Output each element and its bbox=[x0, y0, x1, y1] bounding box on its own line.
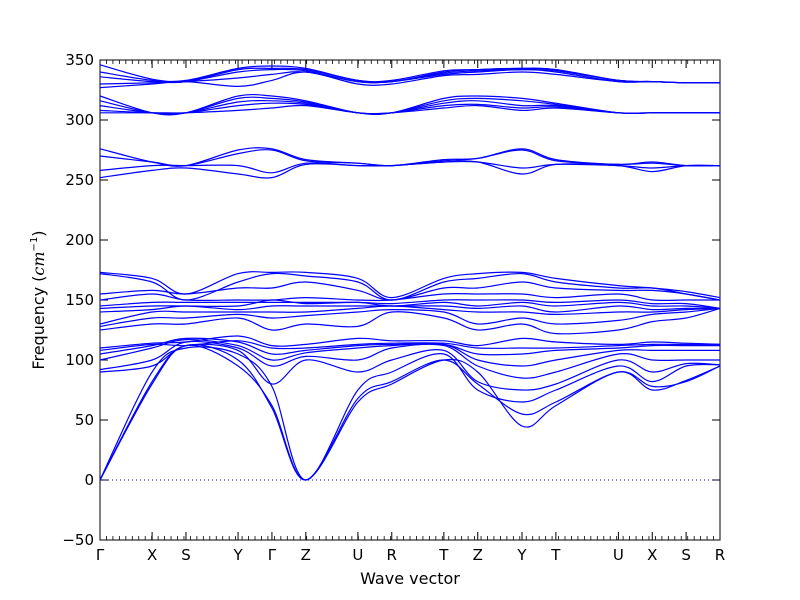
x-tick-label-kpoint: T bbox=[550, 546, 561, 564]
x-tick-label-kpoint: R bbox=[715, 546, 725, 564]
band-line-22 bbox=[99, 149, 721, 167]
band-line-10 bbox=[99, 307, 721, 335]
band-line-19 bbox=[99, 271, 721, 299]
band-line-2 bbox=[99, 344, 721, 481]
x-tick-label-kpoint: S bbox=[181, 546, 191, 564]
x-tick-label-kpoint: R bbox=[387, 546, 397, 564]
x-tick-label-kpoint: U bbox=[352, 546, 363, 564]
x-tick-label-kpoint: X bbox=[147, 546, 157, 564]
x-tick-label-kpoint: S bbox=[681, 546, 691, 564]
band-line-33 bbox=[99, 64, 721, 84]
band-line-8 bbox=[99, 340, 720, 351]
y-axis-label: Frequency (cm−1) bbox=[29, 230, 48, 369]
y-axis-label-unit: cm bbox=[29, 251, 48, 275]
y-tick-label: 100 bbox=[65, 351, 94, 369]
y-tick-label: −50 bbox=[62, 531, 94, 549]
x-tick-label-kpoint: Γ bbox=[96, 546, 105, 564]
x-tick-label-kpoint: Z bbox=[301, 546, 311, 564]
band-line-18 bbox=[99, 272, 721, 301]
y-tick-label: 200 bbox=[65, 231, 94, 249]
band-line-28 bbox=[99, 93, 720, 116]
band-line-26 bbox=[99, 99, 720, 115]
band-line-7 bbox=[99, 337, 720, 356]
x-tick-label-kpoint: U bbox=[613, 546, 624, 564]
y-tick-label: 300 bbox=[65, 111, 94, 129]
y-axis-ticks: −50 0 50 100 150 200 250 300 350 bbox=[62, 51, 720, 549]
band-line-9 bbox=[99, 335, 721, 349]
x-tick-label-kpoint: Y bbox=[232, 546, 243, 564]
y-axis-label-text: Frequency ( bbox=[29, 276, 48, 370]
band-line-1 bbox=[99, 344, 721, 481]
band-line-17 bbox=[99, 281, 721, 301]
y-tick-label: 0 bbox=[84, 471, 94, 489]
band-line-11 bbox=[99, 307, 721, 327]
y-axis-label-close: ) bbox=[29, 230, 48, 236]
band-line-15 bbox=[99, 299, 721, 309]
y-tick-label: 50 bbox=[75, 411, 94, 429]
x-tick-label-kpoint: X bbox=[647, 546, 657, 564]
x-tick-label-kpoint: T bbox=[438, 546, 449, 564]
band-series-group bbox=[99, 64, 721, 481]
x-tick-label-kpoint: Γ bbox=[268, 546, 277, 564]
x-tick-label-kpoint: Z bbox=[473, 546, 483, 564]
x-tick-label-kpoint: Y bbox=[516, 546, 527, 564]
band-line-23 bbox=[99, 147, 721, 167]
x-axis-label: Wave vector bbox=[360, 569, 460, 588]
band-line-13 bbox=[99, 305, 721, 313]
band-line-3 bbox=[99, 346, 721, 481]
y-tick-label: 250 bbox=[65, 171, 94, 189]
y-tick-label: 150 bbox=[65, 291, 94, 309]
y-tick-label: 350 bbox=[65, 51, 94, 69]
band-line-12 bbox=[99, 305, 721, 325]
band-line-4 bbox=[99, 343, 721, 391]
band-line-14 bbox=[99, 299, 721, 309]
y-axis-label-sup: −1 bbox=[29, 237, 40, 252]
band-line-16 bbox=[99, 292, 720, 302]
